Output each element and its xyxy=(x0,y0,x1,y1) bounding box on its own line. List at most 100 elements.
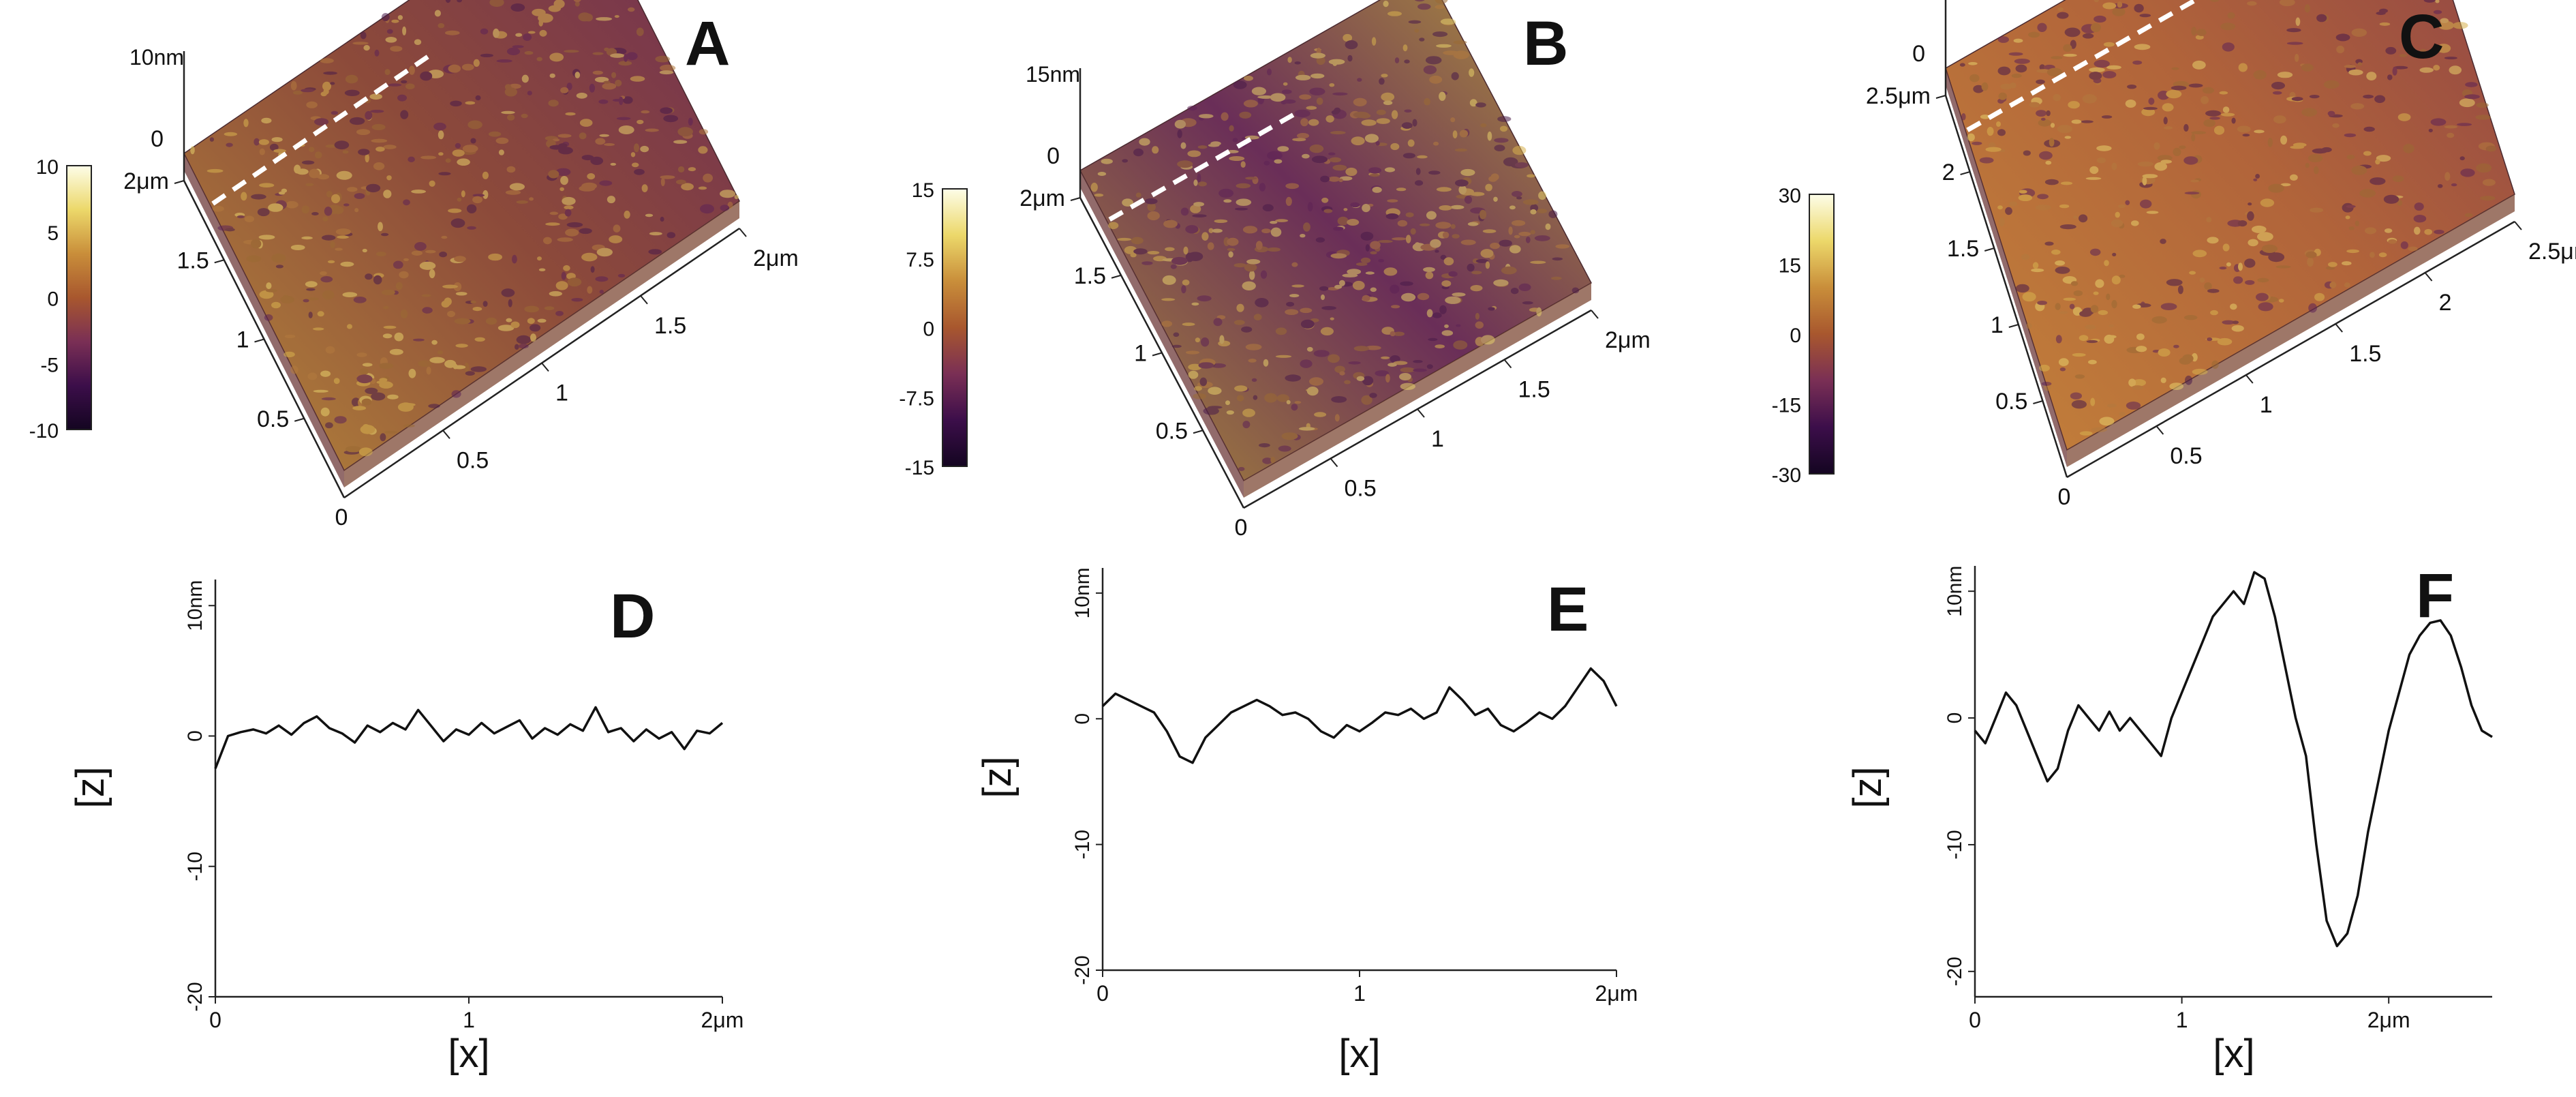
y-axis-tick-label: -10 xyxy=(184,852,206,881)
y-axis-tick-label: 0.5 xyxy=(1156,418,1188,444)
z-axis-zero-label: 0 xyxy=(151,126,164,152)
x-axis-tick-label: 1 xyxy=(2176,1008,2188,1032)
y-axis-tick-label: 2.5μm xyxy=(1866,83,1931,109)
x-axis-tick-label: 0 xyxy=(1097,981,1109,1006)
x-axis-tick-label: 1.5 xyxy=(2349,341,2381,367)
colorbar xyxy=(942,188,968,467)
y-axis-tick-label: 1 xyxy=(1991,312,2004,338)
colorbar-tick-label: -7.5 xyxy=(899,387,934,410)
surface-edge xyxy=(184,153,344,487)
y-axis-tick-label: 10nm xyxy=(1071,567,1094,618)
origin-label: 0 xyxy=(2058,484,2071,510)
profile-dashed-line xyxy=(211,53,431,206)
surface-edge xyxy=(344,201,739,487)
x-axis-tick-label: 1 xyxy=(555,380,568,406)
x-axis-tick-label: 2.5μm xyxy=(2528,239,2576,265)
surface-texture xyxy=(1090,0,1580,471)
z-axis-top-label: 15nm xyxy=(1026,62,1080,87)
surface-edge xyxy=(1244,283,1591,498)
y-axis-tick-label: 1 xyxy=(236,327,249,353)
profile-line xyxy=(214,706,724,769)
panel-label: B xyxy=(1523,9,1568,78)
x-axis-tick-label: 0.5 xyxy=(1345,476,1377,502)
x-axis-tick-label: 0.5 xyxy=(2170,443,2202,469)
x-axis-tick-label: 2 xyxy=(2439,290,2452,316)
y-axis-tick-label: 2 xyxy=(1942,160,1955,185)
y-axis-tick-label: -20 xyxy=(1071,955,1094,985)
surface-panel-B: 15 7.5 0 -7.5 -15 0.5 1 1.5 2μm 0.5 1 1.5 2μm 0 15nm 0 B xyxy=(899,0,1651,541)
colorbar-tick-label: 0 xyxy=(1790,325,1801,347)
colorbar-tick-label: 30 xyxy=(1779,185,1801,207)
y-axis-tick-label: 10nm xyxy=(184,580,206,631)
colorbar-tick-label: -30 xyxy=(1772,464,1801,487)
y-axis-tick-label: 0 xyxy=(1944,712,1966,724)
colorbar-tick-label: 7.5 xyxy=(906,249,934,271)
z-axis-zero-label: 0 xyxy=(1047,143,1060,169)
panel-label: F xyxy=(2416,561,2454,631)
surface-edge xyxy=(1946,68,2067,467)
y-axis-title: [z] xyxy=(1845,766,1890,808)
colorbar-tick-label: 15 xyxy=(912,179,934,202)
x-axis-title: [x] xyxy=(2213,1032,2254,1076)
y-axis-tick-label: 2μm xyxy=(123,168,169,194)
colorbar-tick-label: 10 xyxy=(36,156,59,179)
x-axis-line xyxy=(2066,220,2515,479)
y-axis-tick-label: 1.5 xyxy=(1947,236,1979,262)
x-axis-tick-label: 2μm xyxy=(1595,981,1638,1006)
y-axis-tick-label: 2μm xyxy=(1019,185,1065,211)
colorbar-tick-label: -15 xyxy=(905,457,934,479)
y-axis-tick-label: -20 xyxy=(184,982,206,1011)
profile-line xyxy=(1974,571,2493,948)
x-axis-tick-label: 1 xyxy=(2260,392,2273,418)
panel-label: A xyxy=(685,9,730,78)
surface-panel-C: 30150-15-300.511.522.5μm0.511.522.5μm030… xyxy=(1772,0,2576,510)
y-axis-tick-label: -10 xyxy=(1944,830,1966,859)
z-axis-top-label: 10nm xyxy=(129,45,184,70)
colorbar-tick-label: -15 xyxy=(1772,395,1801,417)
panel-label: C xyxy=(2399,2,2444,72)
y-axis-tick-label: -10 xyxy=(1071,830,1094,859)
colorbar-tick-label: 0 xyxy=(47,288,59,311)
y-axis-tick-label: 0.5 xyxy=(257,406,289,432)
x-axis-tick-label: 0 xyxy=(1969,1008,1981,1032)
colorbar-tick-label: 5 xyxy=(47,222,59,245)
y-axis-tick-label: -20 xyxy=(1944,957,1966,986)
surface-texture xyxy=(190,0,739,457)
surface-panel-A: 10 5 0 -5 -10 0.5 1 1.5 2μm 0.5 1 1.5 2μm 0 10nm 0 A xyxy=(29,0,799,530)
y-axis-title: [z] xyxy=(68,766,112,808)
x-axis-title: [x] xyxy=(1338,1032,1380,1076)
profile-line xyxy=(1101,667,1618,764)
surface-texture xyxy=(1959,0,2497,436)
z-axis-zero-label: 0 xyxy=(1912,41,1925,67)
x-axis-tick-label: 2μm xyxy=(1605,327,1651,353)
x-axis-tick-label: 1 xyxy=(463,1008,475,1032)
x-axis-tick-label: 2μm xyxy=(753,245,799,271)
y-axis-tick-label: 0 xyxy=(184,730,206,742)
y-axis-tick-label: 1.5 xyxy=(1074,263,1106,289)
x-axis-tick-label: 1 xyxy=(1431,426,1444,452)
surface-edge xyxy=(1080,170,1244,498)
y-axis-tick-label: 0 xyxy=(1071,713,1094,725)
colorbar xyxy=(66,165,92,430)
x-axis-tick-label: 2μm xyxy=(2367,1008,2410,1032)
x-axis-tick-label: 2μm xyxy=(701,1008,744,1032)
panel-label: D xyxy=(610,582,655,651)
origin-label: 0 xyxy=(335,505,348,530)
y-axis-line xyxy=(1944,95,2068,478)
colorbar-tick-label: -5 xyxy=(40,354,59,376)
colorbar-tick-label: 0 xyxy=(923,318,934,341)
origin-label: 0 xyxy=(1235,515,1248,541)
y-axis-title: [z] xyxy=(975,756,1019,798)
y-axis-tick-label: 10nm xyxy=(1944,566,1966,617)
y-axis-tick-label: 1.5 xyxy=(177,247,209,273)
y-axis-tick-label: 1 xyxy=(1134,341,1147,367)
afm-surface xyxy=(1079,0,1593,482)
panel-label: E xyxy=(1547,575,1589,644)
profile-dashed-line xyxy=(1108,108,1302,222)
colorbar-tick-label: -10 xyxy=(29,420,59,442)
x-axis-tick-label: 0.5 xyxy=(457,447,489,473)
y-axis-tick-label: 0.5 xyxy=(1995,389,2027,415)
